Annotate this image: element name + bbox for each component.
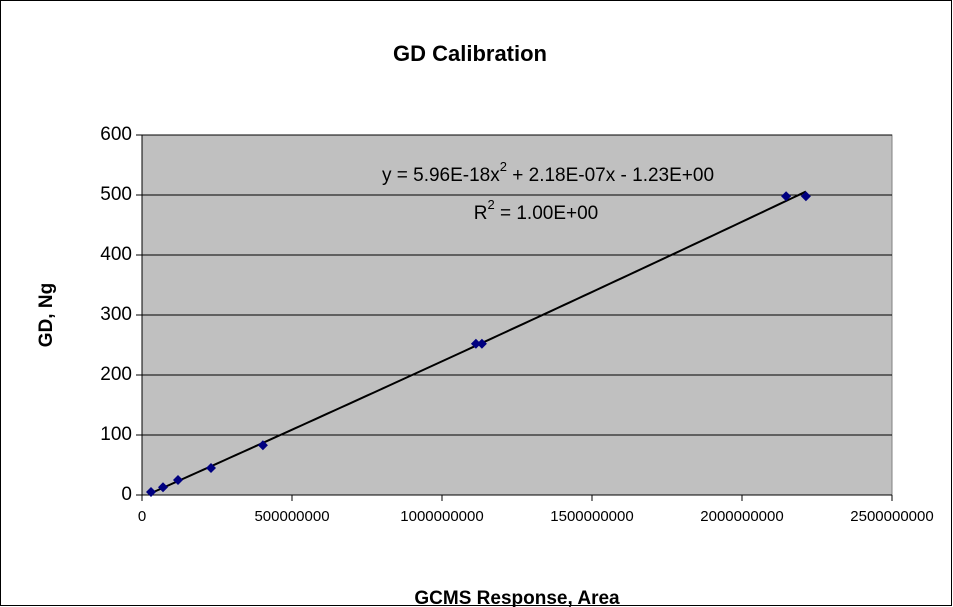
y-axis-label: GD, Ng (36, 283, 57, 347)
y-tick-label: 400 (100, 244, 132, 265)
x-tick-label: 500000000 (254, 508, 329, 525)
marker (146, 487, 156, 497)
marker (470, 338, 481, 349)
y-tick-label: 200 (100, 364, 132, 385)
marker (158, 482, 168, 493)
marker (173, 475, 183, 485)
annotation: R2 = 1.00E+00 (474, 197, 599, 224)
marker (206, 463, 216, 473)
y-tick-label: 300 (100, 304, 132, 325)
superscript: 2 (487, 197, 494, 212)
y-tick-label: 100 (100, 424, 132, 445)
x-axis-label: GCMS Response, Area (414, 588, 620, 607)
y-tick-label: 500 (100, 184, 132, 205)
y-tick-label: 0 (121, 484, 132, 505)
annotation-part: R (474, 203, 488, 224)
x-tick-label: 0 (138, 508, 146, 525)
marker (781, 191, 792, 202)
y-tick-label: 600 (100, 124, 132, 145)
marker (257, 440, 268, 451)
marker (476, 338, 487, 349)
chart-title: GD Calibration (393, 41, 547, 66)
superscript: 2 (500, 159, 507, 174)
x-tick-label: 2000000000 (700, 508, 783, 525)
x-tick-label: 1000000000 (400, 508, 483, 525)
x-tick-label: 1500000000 (550, 508, 633, 525)
annotation-part: = 1.00E+00 (495, 203, 599, 224)
marker (800, 191, 811, 202)
x-tick-label: 2500000000 (850, 508, 933, 525)
annotation-part: + 2.18E-07x - 1.23E+00 (507, 165, 714, 186)
annotation: y = 5.96E-18x2 + 2.18E-07x - 1.23E+00 (382, 159, 714, 186)
annotation-part: y = 5.96E-18x (382, 165, 500, 186)
